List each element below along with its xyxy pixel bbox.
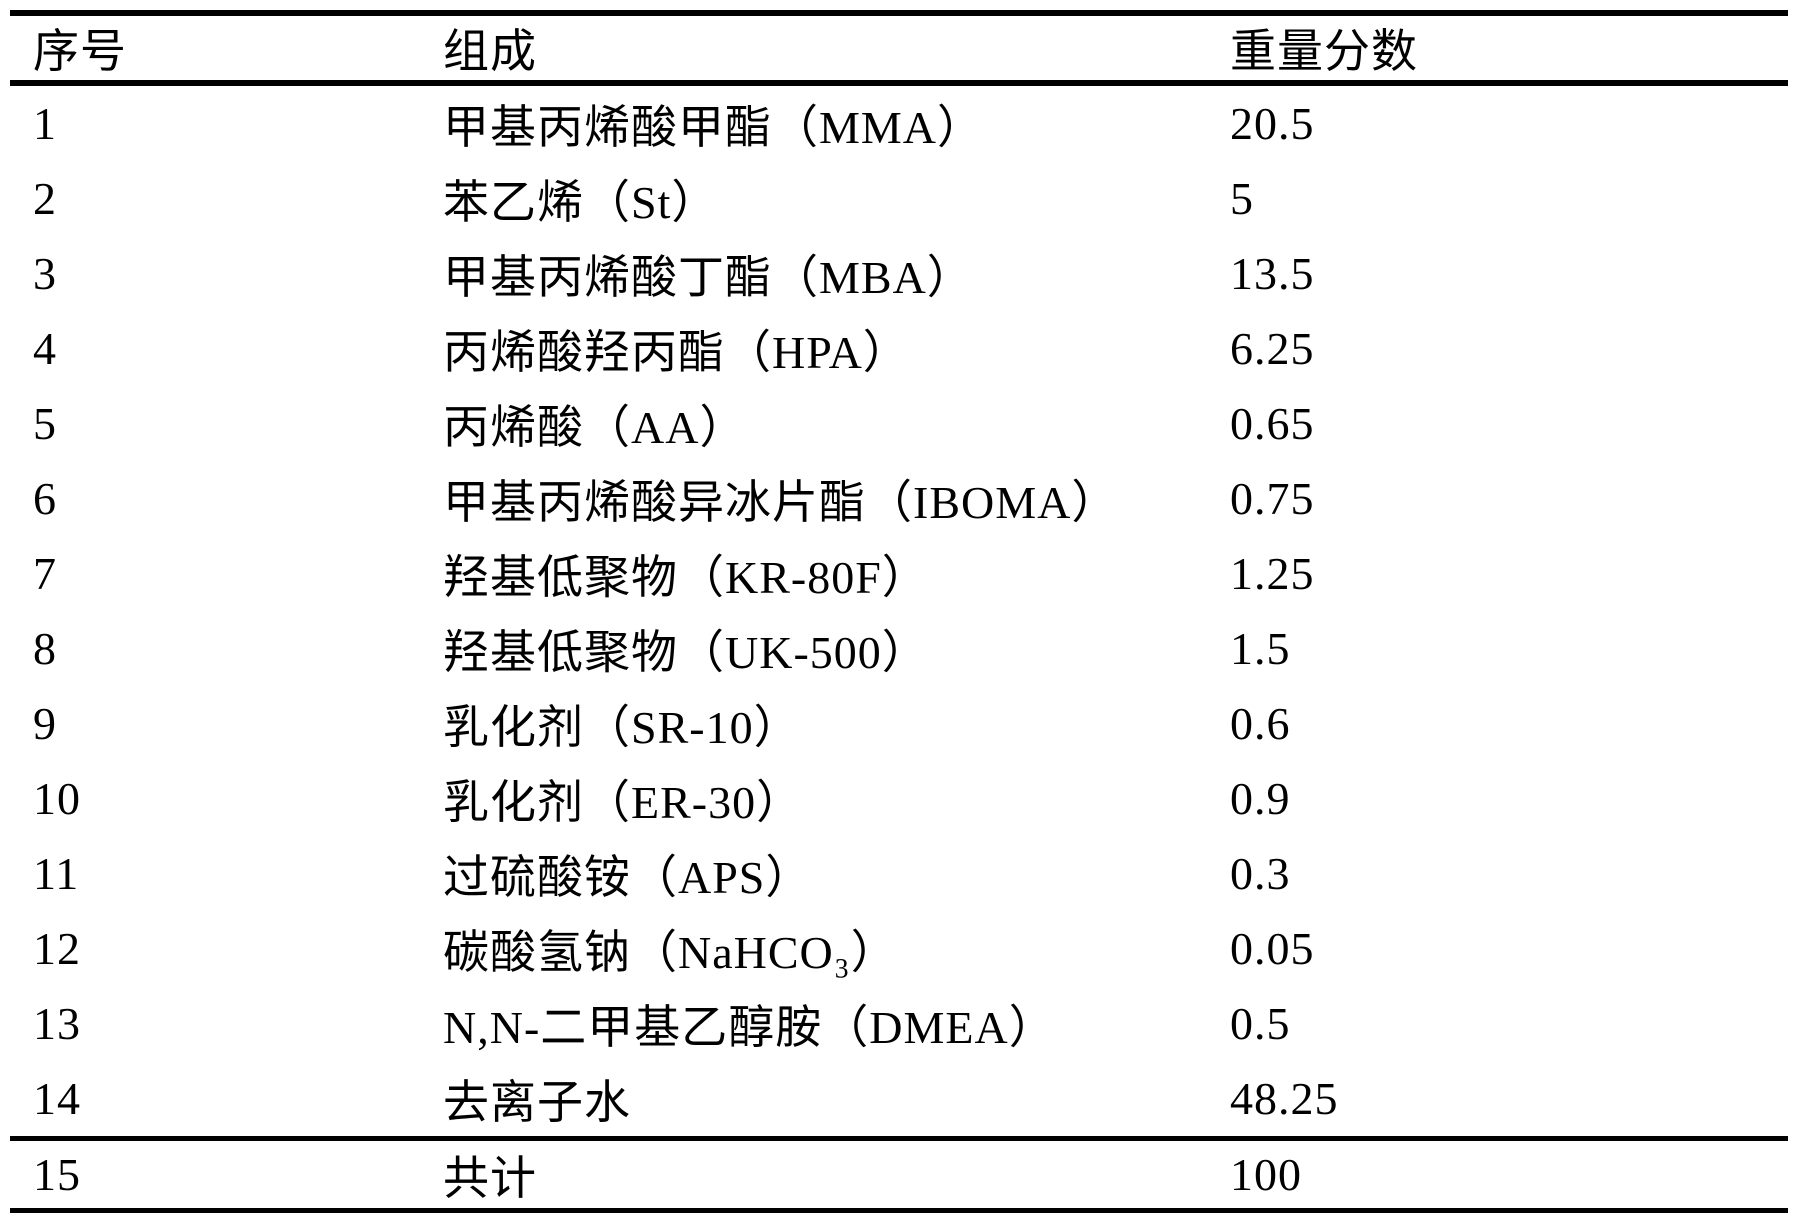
row-weight-cell: 1.25 (1230, 548, 1315, 599)
row-index-cell: 2 (33, 173, 57, 224)
row-index-cell: 9 (33, 698, 57, 749)
header-composition: 组成 (443, 26, 537, 77)
header-serial-number: 序号 (33, 26, 127, 77)
row-weight-cell: 5 (1230, 173, 1254, 224)
table-row: 2 苯乙烯（St） 5 (10, 161, 1788, 236)
table-row: 14 去离子水 48.25 (10, 1061, 1788, 1136)
row-index-cell: 3 (33, 248, 57, 299)
row-index-cell: 1 (33, 98, 57, 149)
row-composition-cell: 乳化剂（ER-30） (443, 776, 804, 828)
row-index-cell: 5 (33, 398, 57, 449)
table-row: 1 甲基丙烯酸甲酯（MMA） 20.5 (10, 86, 1788, 161)
row-index-cell: 15 (33, 1149, 81, 1200)
row-index-cell: 12 (33, 923, 81, 974)
row-weight-cell: 0.9 (1230, 773, 1291, 824)
header-weight-fraction: 重量分数 (1230, 26, 1418, 77)
row-composition-cell: 乳化剂（SR-10） (443, 701, 801, 753)
row-weight-cell: 0.6 (1230, 698, 1291, 749)
row-index-cell: 13 (33, 998, 81, 1049)
table-row: 8 羟基低聚物（UK-500） 1.5 (10, 611, 1788, 686)
row-composition-cell: 羟基低聚物（KR-80F） (443, 551, 929, 603)
row-index-cell: 4 (33, 323, 57, 374)
row-index-cell: 10 (33, 773, 81, 824)
table-row: 4 丙烯酸羟丙酯（HPA） 6.25 (10, 311, 1788, 386)
row-weight-cell: 1.5 (1230, 623, 1291, 674)
row-composition-cell: 去离子水 (443, 1076, 631, 1128)
table-row: 12 碳酸氢钠（NaHCO₃） 0.05 (10, 911, 1788, 986)
row-composition-cell: 甲基丙烯酸异冰片酯（IBOMA） (443, 476, 1119, 528)
table-row: 3 甲基丙烯酸丁酯（MBA） 13.5 (10, 236, 1788, 311)
row-weight-cell: 6.25 (1230, 323, 1315, 374)
row-weight-cell: 100 (1230, 1149, 1302, 1200)
row-composition-cell: 共计 (443, 1152, 537, 1204)
row-weight-cell: 0.75 (1230, 473, 1315, 524)
table-body: 1 甲基丙烯酸甲酯（MMA） 20.5 2 苯乙烯（St） 5 3 甲基丙烯酸丁… (10, 86, 1788, 1208)
row-index-cell: 8 (33, 623, 57, 674)
row-composition-cell: 羟基低聚物（UK-500） (443, 626, 929, 678)
row-index-cell: 11 (33, 848, 80, 899)
row-weight-cell: 13.5 (1230, 248, 1315, 299)
row-weight-cell: 48.25 (1230, 1073, 1339, 1124)
row-composition-cell: 苯乙烯（St） (443, 176, 719, 228)
row-weight-cell: 0.5 (1230, 998, 1291, 1049)
row-composition-cell: N,N-二甲基乙醇胺（DMEA） (443, 1001, 1056, 1053)
row-composition-cell: 丙烯酸（AA） (443, 401, 747, 453)
row-composition-cell: 甲基丙烯酸甲酯（MMA） (443, 101, 985, 153)
composition-table: 序号 组成 重量分数 1 甲基丙烯酸甲酯（MMA） 20.5 2 苯乙烯（St）… (10, 10, 1788, 1213)
row-index-cell: 6 (33, 473, 57, 524)
row-composition-cell: 丙烯酸羟丙酯（HPA） (443, 326, 910, 378)
table-row: 15 共计 100 (10, 1136, 1788, 1208)
row-weight-cell: 0.65 (1230, 398, 1315, 449)
table-row: 9 乳化剂（SR-10） 0.6 (10, 686, 1788, 761)
row-weight-cell: 20.5 (1230, 98, 1315, 149)
row-composition-cell: 过硫酸铵（APS） (443, 851, 813, 903)
table-header-row: 序号 组成 重量分数 (10, 16, 1788, 86)
table-row: 10 乳化剂（ER-30） 0.9 (10, 761, 1788, 836)
table-row: 7 羟基低聚物（KR-80F） 1.25 (10, 536, 1788, 611)
row-weight-cell: 0.3 (1230, 848, 1291, 899)
table-row: 5 丙烯酸（AA） 0.65 (10, 386, 1788, 461)
row-index-cell: 7 (33, 548, 57, 599)
table-row: 13 N,N-二甲基乙醇胺（DMEA） 0.5 (10, 986, 1788, 1061)
row-index-cell: 14 (33, 1073, 81, 1124)
table-row: 6 甲基丙烯酸异冰片酯（IBOMA） 0.75 (10, 461, 1788, 536)
row-weight-cell: 0.05 (1230, 923, 1315, 974)
row-composition-cell: 碳酸氢钠（NaHCO₃） (443, 926, 898, 978)
table-row: 11 过硫酸铵（APS） 0.3 (10, 836, 1788, 911)
row-composition-cell: 甲基丙烯酸丁酯（MBA） (443, 251, 974, 303)
